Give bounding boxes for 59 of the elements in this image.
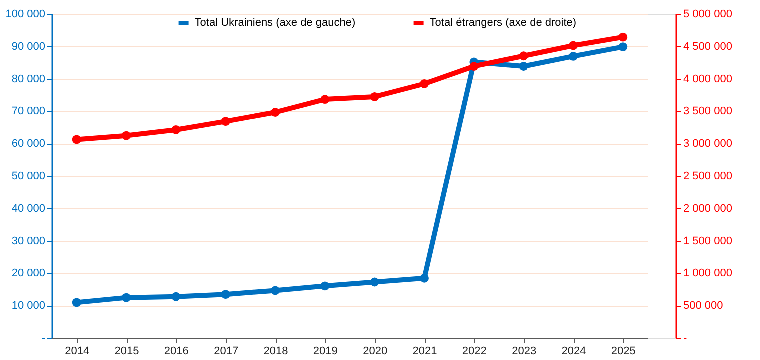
- point: [420, 80, 429, 88]
- point: [370, 278, 380, 287]
- point: [370, 92, 380, 102]
- y-tick-label: 90 000: [12, 40, 46, 53]
- y-tick-label: 40 000: [12, 202, 46, 215]
- point: [519, 62, 528, 71]
- legend-label: Total Ukrainiens (axe de gauche): [194, 17, 356, 29]
- y-tick-label: 30 000: [12, 235, 46, 248]
- x-tick-label: 2024: [562, 346, 586, 358]
- y2-tick-label: 3 500 000: [684, 106, 732, 118]
- x-tick-label: 2016: [164, 346, 189, 358]
- point: [519, 52, 528, 61]
- y2-tick-label: 4 500 000: [684, 40, 732, 53]
- point: [172, 126, 181, 134]
- point: [470, 62, 479, 71]
- point: [320, 282, 330, 291]
- point: [569, 52, 578, 61]
- y2-tick-label: 5 000 000: [684, 8, 732, 20]
- x-tick-label: 2025: [611, 346, 636, 358]
- point: [271, 286, 280, 296]
- point: [618, 42, 628, 52]
- point: [221, 290, 230, 300]
- y-tick-label: 60 000: [12, 138, 46, 150]
- y2-tick-label: -: [684, 332, 688, 344]
- y-tick-label: 80 000: [12, 73, 46, 86]
- x-tick-label: 2020: [363, 346, 388, 358]
- x-tick-label: 2021: [412, 346, 438, 358]
- y2-tick-label: 1 500 000: [684, 235, 732, 248]
- y2-tick-label: 4 000 000: [684, 73, 732, 86]
- point: [172, 292, 181, 302]
- x-tick-label: 2023: [512, 346, 537, 358]
- x-tick-label: 2019: [313, 346, 338, 358]
- y2-tick-label: 1 000 000: [684, 268, 732, 280]
- x-tick-label: 2017: [214, 346, 239, 358]
- x-tick-label: 2015: [114, 346, 140, 358]
- y-tick-label: -: [42, 332, 46, 344]
- y2-tick-label: 3 000 000: [684, 138, 732, 150]
- point: [72, 135, 82, 144]
- y2-tick-label: 500 000: [684, 300, 724, 312]
- point: [122, 293, 131, 302]
- y-tick-label: 50 000: [12, 170, 46, 182]
- point: [320, 95, 330, 104]
- y-tick-label: 100 000: [6, 8, 46, 20]
- point: [122, 131, 131, 140]
- y-tick-label: 10 000: [12, 300, 46, 312]
- point: [569, 41, 578, 50]
- point: [72, 298, 82, 308]
- point: [271, 108, 280, 117]
- y2-tick-label: 2 000 000: [684, 202, 732, 215]
- x-tick-label: 2018: [264, 346, 288, 358]
- x-tick-label: 2022: [462, 346, 487, 358]
- point: [221, 117, 230, 126]
- point: [618, 32, 628, 42]
- legend-label: Total étrangers (axe de droite): [430, 17, 577, 29]
- y-tick-label: 20 000: [12, 268, 46, 280]
- y-tick-label: 70 000: [12, 106, 46, 118]
- point: [420, 274, 429, 283]
- y2-tick-label: 2 500 000: [684, 170, 732, 182]
- x-tick-label: 2014: [65, 346, 90, 358]
